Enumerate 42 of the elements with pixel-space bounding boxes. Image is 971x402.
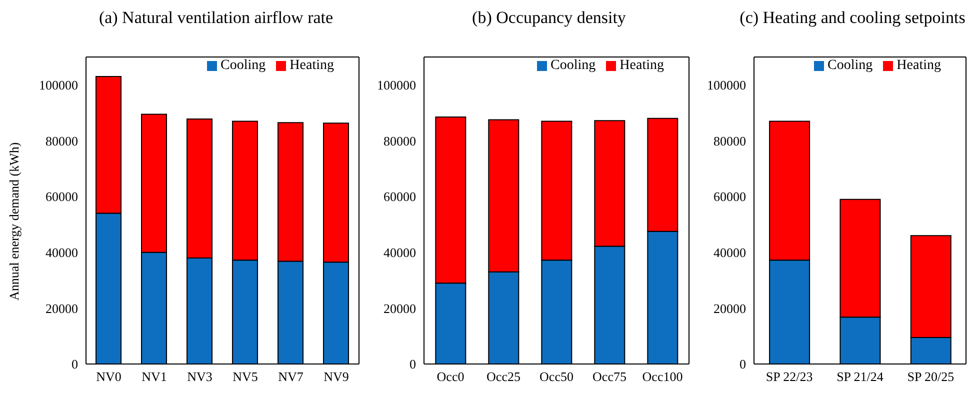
- x-tick-label: SP 22/23: [766, 369, 813, 384]
- x-tick-label: Occ75: [592, 369, 626, 384]
- x-tick-label: NV1: [142, 369, 167, 384]
- y-tick-label: 60000: [384, 189, 416, 204]
- y-tick-label: 20000: [384, 300, 416, 316]
- y-tick-label: 0: [72, 356, 78, 372]
- chart-title: (c) Heating and cooling setpoints: [738, 8, 966, 29]
- y-tick-label: 40000: [714, 244, 746, 260]
- x-tick-label: NV5: [232, 369, 258, 384]
- x-tick-label: SP 21/24: [836, 369, 884, 384]
- legend-label: Cooling: [828, 58, 873, 73]
- y-tick-label: 40000: [46, 244, 78, 260]
- y-axis-title: Annual energy demand (kWh): [6, 142, 22, 300]
- x-tick-label: NV3: [187, 369, 212, 384]
- x-tick-label: Occ0: [436, 369, 464, 384]
- x-tick-label: Occ25: [486, 369, 520, 384]
- y-tick-label: 20000: [714, 300, 746, 316]
- legend-label: Heating: [290, 58, 334, 73]
- x-tick-label: NV7: [278, 369, 304, 384]
- y-tick-label: 80000: [46, 133, 78, 148]
- chart-title: (a) Natural ventilation airflow rate: [98, 8, 334, 29]
- x-tick-label: NV9: [324, 369, 349, 384]
- legend-label: Cooling: [220, 58, 266, 73]
- y-tick-label: 80000: [384, 133, 416, 148]
- y-tick-label: 60000: [714, 189, 746, 204]
- legend-label: Cooling: [550, 58, 596, 73]
- chart-title: (b) Occupancy density: [471, 8, 627, 29]
- x-tick-label: Occ100: [642, 369, 683, 384]
- legend-label: Heating: [896, 58, 941, 73]
- y-tick-label: 0: [740, 356, 746, 372]
- y-tick-label: 100000: [707, 78, 746, 93]
- legend-label: Heating: [620, 58, 664, 73]
- y-tick-label: 60000: [46, 189, 78, 204]
- y-tick-label: 20000: [46, 300, 78, 316]
- y-tick-label: 80000: [714, 133, 746, 148]
- y-tick-label: 40000: [384, 244, 416, 260]
- y-tick-label: 0: [410, 356, 416, 372]
- x-tick-label: SP 20/25: [907, 369, 954, 384]
- x-tick-label: Occ50: [540, 369, 574, 384]
- x-tick-label: NV0: [96, 369, 122, 384]
- y-tick-label: 100000: [377, 78, 416, 93]
- y-tick-label: 100000: [39, 78, 78, 93]
